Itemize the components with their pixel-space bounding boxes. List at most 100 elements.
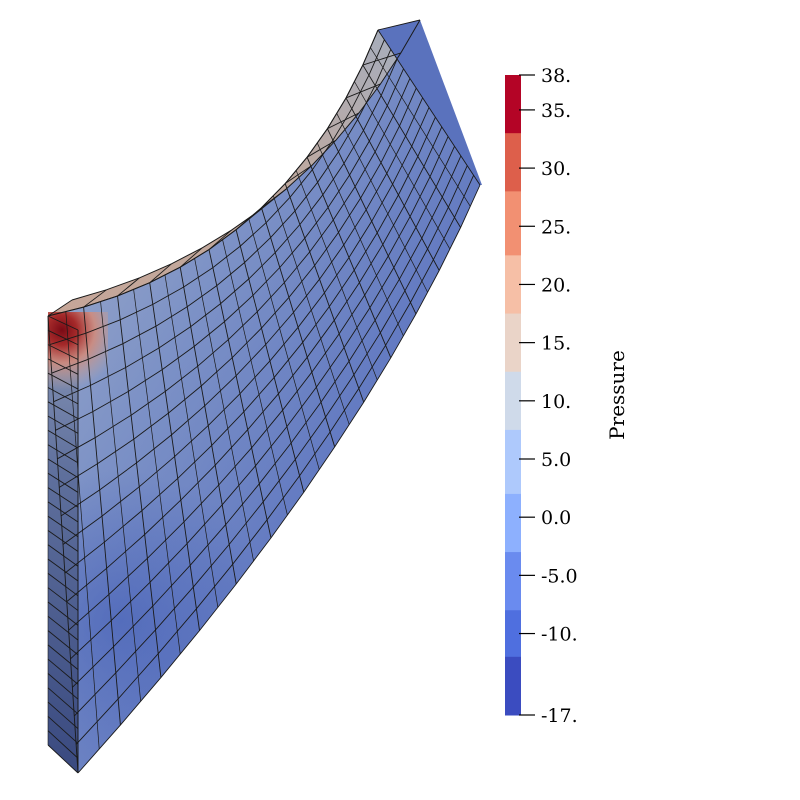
- mesh-subcolumn-line: [133, 289, 181, 655]
- mesh-column-line: [47, 315, 79, 774]
- colorbar-tick-11: -17.: [519, 705, 578, 727]
- mesh-column-line: [284, 183, 365, 403]
- front-face-line: [47, 515, 79, 538]
- tick-label: 30.: [541, 158, 571, 180]
- colorbar-band-5: [505, 371, 521, 431]
- tick-label: 20.: [541, 274, 571, 296]
- tick-label: -5.0: [541, 565, 578, 587]
- colorbar-band-8: [505, 552, 521, 611]
- mesh-column-line: [327, 128, 417, 315]
- colorbar-bands: [505, 75, 521, 716]
- tick-label: -17.: [541, 705, 578, 727]
- colorbar-tick-10: -10.: [519, 624, 578, 646]
- colorbar-band-6: [505, 429, 521, 495]
- top-back-edge: [71, 19, 421, 301]
- front-face-line: [47, 501, 79, 523]
- front-face-line: [47, 458, 79, 479]
- front-face-line: [47, 744, 79, 774]
- front-face-line: [47, 344, 79, 360]
- colorbar-title: Pressure: [605, 350, 629, 440]
- mesh-subcolumn-line: [316, 142, 404, 337]
- colorbar-band-3: [505, 255, 521, 315]
- mesh-faces: [48, 20, 482, 773]
- front-face-line: [47, 673, 79, 700]
- mesh-top-line: [345, 83, 381, 99]
- front-face-line: [47, 530, 79, 552]
- mesh-top-line: [327, 112, 360, 130]
- mesh-subcolumn-line: [295, 170, 378, 381]
- top-front-edge: [47, 29, 379, 317]
- tick-label: 38.: [541, 65, 571, 87]
- colorbar-tick-9: -5.0: [519, 565, 578, 587]
- front-face-line: [47, 701, 79, 730]
- front-face-line: [47, 329, 79, 346]
- mesh-column-line: [377, 29, 481, 186]
- top-face: [48, 20, 420, 316]
- tick-label: 0.0: [541, 507, 571, 529]
- front-face-line: [47, 430, 79, 449]
- mesh-subcolumn-line: [164, 274, 219, 608]
- mesh-column-line: [117, 295, 162, 678]
- front-face-line: [47, 716, 79, 744]
- front-face-line: [47, 615, 79, 641]
- mesh-subcolumn-line: [100, 301, 142, 702]
- tick-label: 35.: [541, 100, 571, 122]
- front-face-line: [47, 401, 79, 419]
- tick-label: 5.0: [541, 449, 571, 471]
- mesh-column-line: [261, 207, 336, 448]
- mesh-column-line: [362, 64, 461, 228]
- front-face-line: [47, 472, 79, 493]
- mesh-top-line: [377, 19, 421, 31]
- colorbar-tick-2: 30.: [519, 158, 571, 180]
- mesh-top-line: [47, 299, 73, 317]
- front-face-line: [47, 558, 79, 582]
- front-face-line: [47, 444, 79, 464]
- mesh-subcolumn-line: [194, 258, 254, 561]
- front-face-line: [47, 487, 79, 508]
- front-face-line: [47, 358, 79, 375]
- front-face-line: [47, 658, 79, 685]
- colorbar-tick-8: 0.0: [519, 507, 571, 529]
- mesh-column-line: [306, 157, 392, 359]
- colorbar-band-4: [505, 313, 521, 373]
- front-face-line: [47, 372, 79, 390]
- mesh-column-line: [235, 229, 305, 493]
- front-face-line: [47, 587, 79, 611]
- colorbar-tick-0: 38.: [519, 65, 571, 87]
- tick-label: 25.: [541, 216, 571, 238]
- mesh-top-line: [149, 263, 172, 284]
- mesh-top-line: [179, 247, 203, 268]
- far-end-face: [378, 20, 482, 185]
- mesh-gridlines: [47, 19, 481, 774]
- mesh-column-line: [345, 97, 440, 271]
- mesh-subcolumn-line: [222, 239, 288, 516]
- mesh-column-line: [179, 267, 237, 585]
- mesh-subcolumn-line: [248, 218, 320, 470]
- front-face-line: [47, 601, 79, 626]
- front-face-line: [47, 730, 79, 759]
- colorbar-band-1: [505, 133, 521, 192]
- front-face-line: [47, 315, 79, 331]
- colorbar-band-10: [505, 656, 521, 716]
- colorbar-tick-3: 25.: [519, 216, 571, 238]
- front-face-line: [47, 387, 79, 405]
- mesh-column-line: [83, 307, 121, 726]
- colorbar-tick-5: 15.: [519, 333, 571, 355]
- mesh-top-line: [284, 165, 312, 184]
- mesh-subcolumn-line: [65, 311, 100, 750]
- front-face-line: [47, 573, 79, 597]
- mesh-top-line: [83, 289, 107, 308]
- front-face-line: [47, 644, 79, 670]
- tick-label: 15.: [541, 333, 571, 355]
- colorbar-tick-6: 10.: [519, 391, 571, 413]
- side-face-shading: [48, 30, 480, 773]
- colorbar-band-0: [505, 75, 521, 134]
- front-face-line: [47, 630, 79, 656]
- colorbar-ticks: 38. 35. 30. 25. 20. 15. 10. 5.0 0.0 -5.0 -10. -17.: [519, 65, 578, 727]
- front-face-line: [47, 415, 79, 434]
- front-face-line: [47, 687, 79, 715]
- colorbar-tick-4: 20.: [519, 274, 571, 296]
- colorbar-band-2: [505, 191, 521, 256]
